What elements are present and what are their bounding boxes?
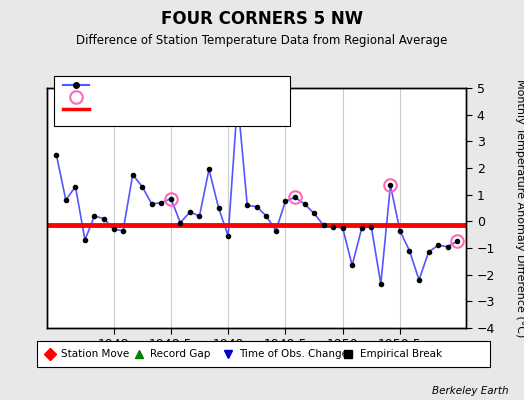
Text: Estimated Station Mean Bias: Estimated Station Mean Bias (93, 104, 243, 114)
Text: Time of Obs. Change: Time of Obs. Change (239, 349, 348, 359)
Text: FOUR CORNERS 5 NW: FOUR CORNERS 5 NW (161, 10, 363, 28)
Text: Record Gap: Record Gap (150, 349, 211, 359)
Y-axis label: Monthly Temperature Anomaly Difference (°C): Monthly Temperature Anomaly Difference (… (515, 79, 524, 337)
Text: Quality Control Failed: Quality Control Failed (93, 92, 205, 102)
Text: Berkeley Earth: Berkeley Earth (432, 386, 508, 396)
Text: Station Move: Station Move (61, 349, 129, 359)
Text: Difference from Regional Average: Difference from Regional Average (93, 80, 269, 90)
Text: Difference of Station Temperature Data from Regional Average: Difference of Station Temperature Data f… (77, 34, 447, 47)
Text: Empirical Break: Empirical Break (360, 349, 442, 359)
